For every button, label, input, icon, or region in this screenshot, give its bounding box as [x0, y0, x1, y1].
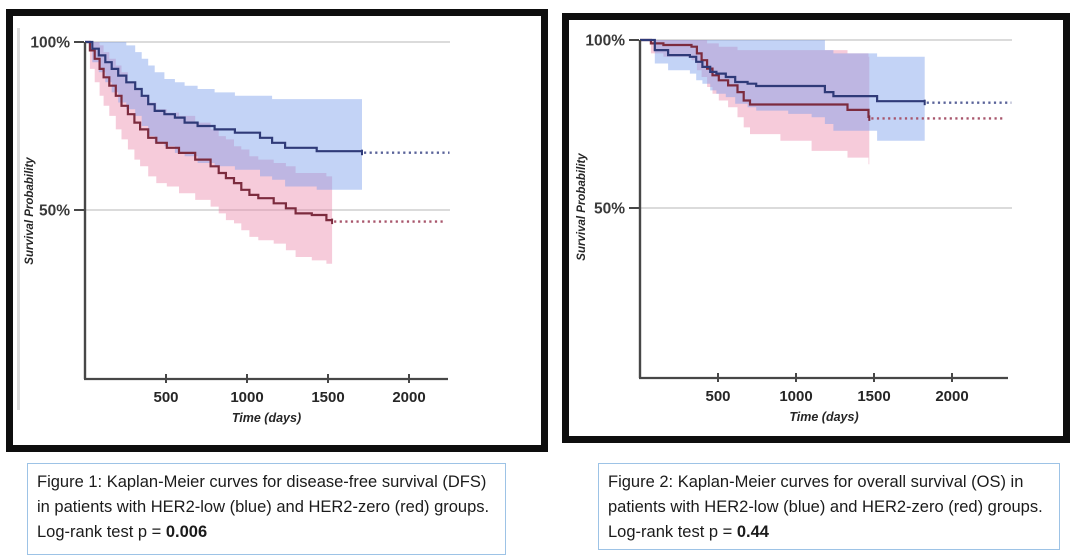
x-axis-label: Time (days)	[232, 411, 301, 425]
figure1-caption: Figure 1: Kaplan-Meier curves for diseas…	[27, 463, 506, 555]
km-line-her2-low	[640, 38, 925, 103]
y-tick-label-100: 100%	[585, 33, 625, 50]
figure1-caption-pvalue: 0.006	[165, 523, 208, 541]
figure1-panel: 100% 50% 500 1000 1500 2000 Time (days) Surviva…	[6, 9, 548, 452]
x-tick-label-2000: 2000	[392, 389, 425, 406]
x-tick-label-1000: 1000	[230, 389, 263, 406]
y-axis-label: Survival Probability	[24, 157, 36, 265]
ci-band-her2-zero	[85, 42, 333, 264]
x-tick-label-500: 500	[153, 389, 178, 406]
y-axis-label: Survival Probability	[576, 153, 588, 261]
figure2-panel: 100% 50% 500 1000 1500 2000 Time (days) Surviva…	[562, 13, 1070, 443]
ci-band-her2-zero	[640, 40, 870, 165]
x-tick-label-1000: 1000	[779, 388, 812, 405]
x-tick-label-500: 500	[705, 388, 730, 405]
figure2-caption: Figure 2: Kaplan-Meier curves for overal…	[598, 463, 1060, 550]
km-line-her2-zero	[85, 40, 333, 222]
x-tick-label-2000: 2000	[935, 388, 968, 405]
y-tick-label-100: 100%	[30, 35, 70, 52]
figure1-caption-text: Figure 1: Kaplan-Meier curves for diseas…	[37, 473, 490, 541]
km-line-her2-zero	[640, 38, 870, 118]
ci-band-her2-low	[85, 42, 362, 190]
x-tick-label-1500: 1500	[857, 388, 890, 405]
figure1-inner-shadow	[17, 28, 20, 410]
kaplan-meier-chart-dfs: 100% 50% 500 1000 1500 2000 Time (days) Surviva…	[24, 35, 450, 425]
figure2-caption-text: Figure 2: Kaplan-Meier curves for overal…	[608, 473, 1043, 541]
y-tick-label-50: 50%	[594, 201, 625, 218]
x-tick-label-1500: 1500	[311, 389, 344, 406]
x-axis-label: Time (days)	[789, 410, 858, 424]
ci-band-her2-low	[640, 40, 925, 141]
kaplan-meier-chart-os: 100% 50% 500 1000 1500 2000 Time (days) Surviva…	[576, 33, 1012, 424]
y-tick-label-50: 50%	[39, 203, 70, 220]
km-line-her2-low	[85, 40, 362, 153]
figure2-caption-pvalue: 0.44	[736, 523, 769, 541]
